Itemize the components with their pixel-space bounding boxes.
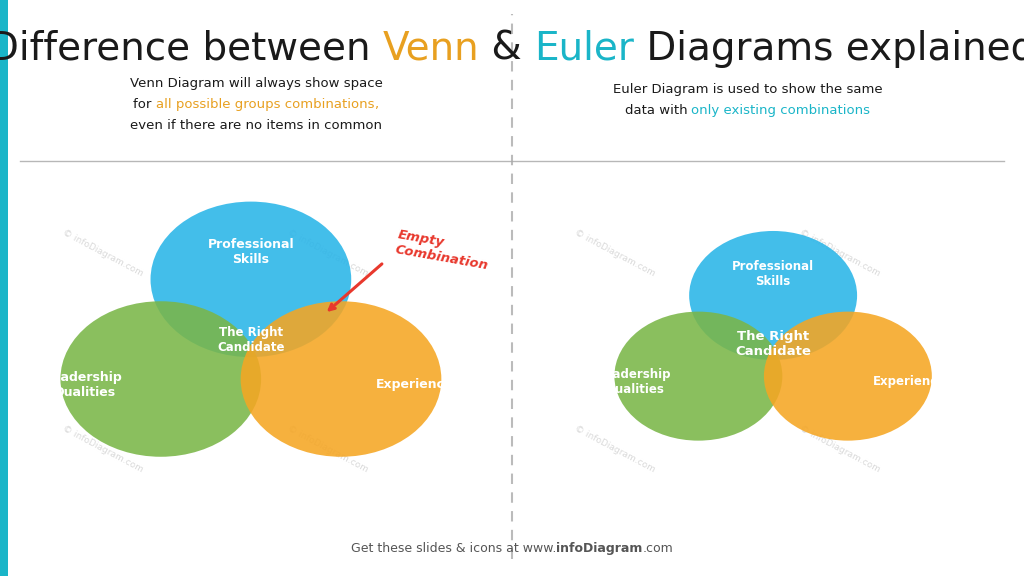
- Text: The Right
Candidate: The Right Candidate: [735, 330, 811, 358]
- Text: © infoDiagram.com: © infoDiagram.com: [572, 228, 656, 279]
- Text: © infoDiagram.com: © infoDiagram.com: [286, 424, 370, 475]
- Text: © infoDiagram.com: © infoDiagram.com: [286, 228, 370, 279]
- Text: Venn Diagram will always show space: Venn Diagram will always show space: [130, 77, 382, 90]
- Text: all possible groups combinations: all possible groups combinations: [156, 98, 375, 111]
- Text: Empty
Combination: Empty Combination: [394, 229, 493, 272]
- Text: Euler: Euler: [535, 30, 634, 68]
- Text: © infoDiagram.com: © infoDiagram.com: [572, 424, 656, 475]
- Text: even if there are no items in common: even if there are no items in common: [130, 119, 382, 132]
- Text: Diagrams explained: Diagrams explained: [634, 30, 1024, 68]
- Text: &: &: [479, 30, 535, 68]
- Text: Difference between: Difference between: [0, 30, 383, 68]
- Text: infoDiagram: infoDiagram: [556, 542, 642, 555]
- Text: for: for: [133, 98, 156, 111]
- Text: The Right
Candidate: The Right Candidate: [217, 326, 285, 354]
- Text: Leadership
Qualities: Leadership Qualities: [45, 371, 123, 399]
- Text: Venn: Venn: [383, 30, 479, 68]
- Text: Professional
Skills: Professional Skills: [208, 238, 294, 266]
- Text: Experience: Experience: [872, 376, 946, 388]
- Text: © infoDiagram.com: © infoDiagram.com: [60, 228, 144, 279]
- Text: © infoDiagram.com: © infoDiagram.com: [798, 424, 882, 475]
- Ellipse shape: [614, 312, 782, 441]
- Ellipse shape: [764, 312, 932, 441]
- Text: © infoDiagram.com: © infoDiagram.com: [60, 424, 144, 475]
- Ellipse shape: [689, 231, 857, 360]
- Text: ,: ,: [375, 98, 379, 111]
- Text: Leadership
Qualities: Leadership Qualities: [598, 368, 672, 396]
- Text: .com: .com: [642, 542, 673, 555]
- Text: Experience: Experience: [376, 378, 454, 391]
- Ellipse shape: [60, 301, 261, 457]
- Ellipse shape: [241, 301, 441, 457]
- Text: only existing combinations: only existing combinations: [691, 104, 870, 117]
- Text: Euler Diagram is used to show the same: Euler Diagram is used to show the same: [612, 83, 883, 96]
- Text: data with: data with: [625, 104, 691, 117]
- Text: Professional
Skills: Professional Skills: [732, 260, 814, 287]
- Text: Get these slides & icons at www.: Get these slides & icons at www.: [351, 542, 556, 555]
- Ellipse shape: [151, 202, 351, 357]
- Text: © infoDiagram.com: © infoDiagram.com: [798, 228, 882, 279]
